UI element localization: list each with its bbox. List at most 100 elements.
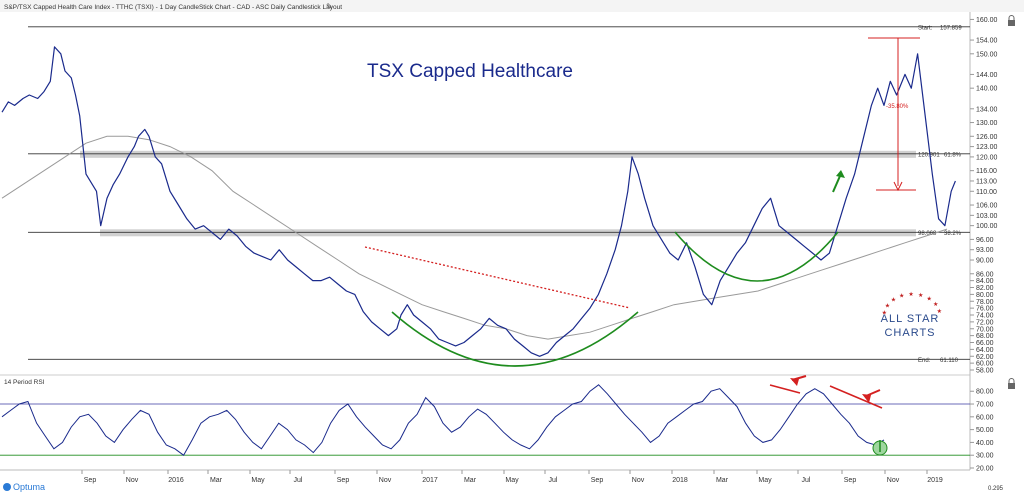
price-series <box>1 46 956 357</box>
price-y-ticks: 160.00 154.00 150.00 144.00 140.00 134.00 130.… <box>970 17 998 375</box>
annotations: -35.80% <box>364 37 920 367</box>
price-tick-label: 60.00 <box>976 361 994 368</box>
price-tick-label: 78.00 <box>976 299 994 306</box>
moving-average <box>1 135 948 340</box>
rsi-tick-label: 30.00 <box>976 453 994 460</box>
x-tick-label: Mar <box>210 477 223 484</box>
chart-title: TSX Capped Healthcare <box>367 61 573 82</box>
price-tick-label: 144.00 <box>976 72 998 79</box>
optuma-brand: Optuma <box>13 482 45 492</box>
price-tick-label: 58.00 <box>976 368 994 375</box>
price-tick-label: 160.00 <box>976 17 998 24</box>
price-tick-label: 80.00 <box>976 292 994 299</box>
all-star-charts-logo: ALL STAR CHARTS ★★★★ ★ ★★★★ <box>881 291 942 339</box>
rsi-tick-label: 70.00 <box>976 402 994 409</box>
rsi-tick-label: 20.00 <box>976 466 994 473</box>
edit-icon[interactable]: ✎ <box>326 2 333 11</box>
drop-percent: -35.80% <box>886 104 909 110</box>
logo-star: ★ <box>899 293 904 300</box>
price-tick-label: 70.00 <box>976 326 994 333</box>
rsi-arrow-head-2 <box>862 394 871 403</box>
x-tick-label: Nov <box>379 477 392 484</box>
price-tick-label: 96.00 <box>976 237 994 244</box>
level-value: 157.859 <box>940 25 962 31</box>
price-tick-label: 126.00 <box>976 134 998 141</box>
lock-icon[interactable] <box>1008 15 1015 26</box>
level-value: 98.068 <box>918 231 937 237</box>
level-fib: 61.8% <box>944 152 962 158</box>
x-tick-label: Nov <box>126 477 139 484</box>
logo-star: ★ <box>908 291 913 298</box>
price-tick-label: 120.00 <box>976 154 998 161</box>
price-tick-label: 103.00 <box>976 213 998 220</box>
price-tick-label: 84.00 <box>976 278 994 285</box>
level-value: 61.110 <box>940 358 959 364</box>
x-tick-label: Jul <box>294 477 303 484</box>
cup-left-arc <box>391 311 639 367</box>
price-tick-label: 86.00 <box>976 271 994 278</box>
logo-line-2: CHARTS <box>884 327 935 339</box>
x-tick-label: 2019 <box>927 477 943 484</box>
level-label: Start: <box>918 25 933 31</box>
rsi-tick-label: 60.00 <box>976 414 994 421</box>
optuma-logo-mark <box>3 483 11 491</box>
rsi-divergence-1 <box>769 384 801 394</box>
x-tick-label: Jul <box>802 477 811 484</box>
rsi-path <box>1 384 885 456</box>
optuma-logo: Optuma <box>3 482 45 492</box>
logo-star: ★ <box>882 310 887 317</box>
price-tick-label: 64.00 <box>976 347 994 354</box>
x-tick-label: May <box>505 477 519 484</box>
rsi-threshold-lines <box>0 403 970 456</box>
logo-line-1: ALL STAR <box>881 313 940 325</box>
level-value: 120.901 <box>918 152 940 158</box>
logo-star: ★ <box>937 308 942 315</box>
level-label: End: <box>918 358 931 364</box>
logo-star: ★ <box>918 292 923 299</box>
x-tick-label: Mar <box>716 477 729 484</box>
zoom-level[interactable]: 0.295 <box>988 486 1004 492</box>
price-tick-label: 68.00 <box>976 333 994 340</box>
price-tick-label: 110.00 <box>976 189 997 196</box>
logo-star: ★ <box>933 301 938 308</box>
x-tick-label: Sep <box>337 477 350 484</box>
price-tick-label: 154.00 <box>976 38 998 45</box>
price-tick-label: 66.00 <box>976 340 994 347</box>
price-tick-label: 123.00 <box>976 144 998 151</box>
header-bar <box>0 0 1024 12</box>
level-fib: 38.2% <box>944 231 962 237</box>
rsi-tick-label: 80.00 <box>976 389 994 396</box>
price-tick-label: 106.00 <box>976 203 998 210</box>
rsi-divergence-2 <box>829 385 883 409</box>
x-tick-label: May <box>758 477 772 484</box>
rsi-tick-label: 40.00 <box>976 440 994 447</box>
rsi-lock-icon[interactable] <box>1008 378 1015 389</box>
price-tick-label: 116.00 <box>976 168 997 175</box>
x-tick-label: Jul <box>549 477 558 484</box>
logo-stars: ★★★★ ★ ★★★★ <box>882 291 942 317</box>
green-arrow <box>832 175 841 193</box>
x-tick-label: Sep <box>84 477 97 484</box>
rsi-tick-label: 50.00 <box>976 427 994 434</box>
chart-header-title: S&P/TSX Capped Health Care Index - TTHC … <box>4 4 342 11</box>
fib-band <box>100 229 916 237</box>
x-tick-label: Sep <box>844 477 857 484</box>
price-tick-label: 90.00 <box>976 258 994 265</box>
price-tick-label: 93.00 <box>976 247 994 254</box>
x-tick-label: Nov <box>887 477 900 484</box>
rsi-series <box>1 384 885 456</box>
price-tick-label: 82.00 <box>976 285 994 292</box>
x-tick-label: Nov <box>632 477 645 484</box>
price-tick-label: 74.00 <box>976 313 994 320</box>
ma-path <box>1 135 948 340</box>
x-tick-label: 2017 <box>422 477 438 484</box>
logo-star: ★ <box>926 296 931 303</box>
price-tick-label: 76.00 <box>976 306 994 313</box>
logo-star: ★ <box>891 296 896 303</box>
price-tick-label: 130.00 <box>976 120 998 127</box>
logo-star: ★ <box>885 302 890 309</box>
price-tick-label: 150.00 <box>976 51 998 58</box>
price-tick-label: 134.00 <box>976 106 998 113</box>
neckline-dashed <box>364 246 631 309</box>
